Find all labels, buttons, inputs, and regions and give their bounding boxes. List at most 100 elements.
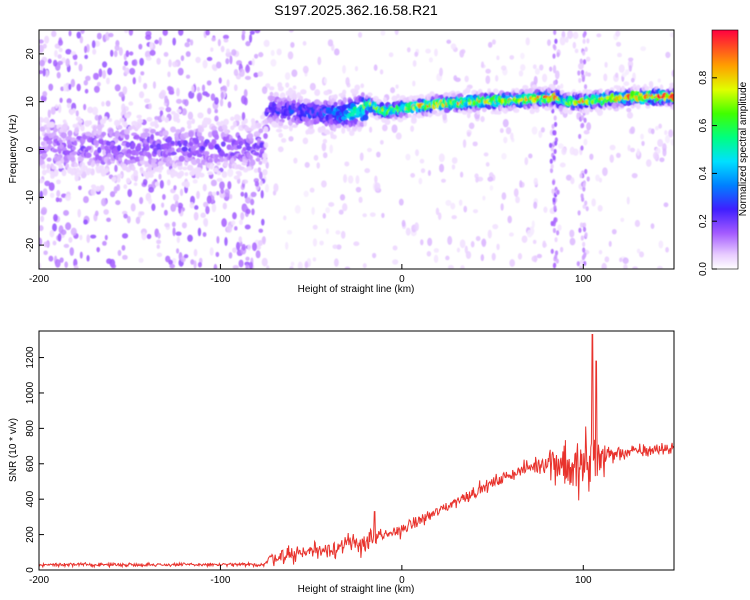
spectrogram-cell — [341, 104, 347, 111]
spectrogram-cell — [108, 32, 114, 38]
spectrogram-cell — [87, 106, 94, 114]
spectrogram-cell — [181, 222, 187, 229]
spectrogram-cell — [552, 53, 556, 59]
spectrogram-cell — [502, 119, 509, 128]
spectrogram-cell — [152, 163, 158, 169]
spectrogram-cell — [51, 165, 57, 170]
spectrogram-cell — [66, 139, 72, 146]
spectrogram-cell — [219, 181, 225, 190]
spectrogram-cell — [65, 222, 72, 231]
spectrogram-cell — [513, 108, 520, 113]
spectrogram-cell — [520, 52, 525, 60]
spectrogram-cell — [214, 154, 219, 159]
spectrogram-cell — [250, 198, 255, 206]
spectrogram-cell — [42, 43, 47, 49]
spectrogram-cell — [127, 188, 133, 198]
spectrogram-cell — [532, 64, 537, 70]
spectrogram-cell — [304, 162, 310, 168]
spectrogram-cell — [581, 255, 585, 261]
spectrogram-cell — [210, 179, 217, 187]
spectrogram-cell — [441, 178, 446, 183]
spectrogram-cell — [54, 258, 61, 268]
spectrogram-cell — [374, 175, 378, 184]
spectrogram-cell — [517, 253, 523, 260]
spectrogram-cell — [216, 121, 221, 126]
spectrogram-cell — [420, 168, 426, 174]
spectrogram-cell — [227, 101, 232, 109]
spectrogram-cell — [48, 182, 55, 191]
spectrogram-cell — [252, 242, 257, 252]
spectrogram-cell — [185, 74, 191, 79]
spectrogram-cell — [549, 66, 553, 72]
spectrogram-cell — [78, 169, 83, 175]
spectrogram-cell — [456, 247, 461, 253]
spectrogram-cell — [193, 211, 199, 221]
spectrogram-cell — [264, 183, 270, 193]
spectrogram-cell — [670, 138, 674, 146]
spectrogram-cell — [294, 204, 301, 214]
spectrogram-cell — [342, 203, 348, 212]
spectrogram-cell — [524, 88, 530, 94]
spectrogram-cell — [211, 203, 217, 213]
spectrogram-cell — [201, 84, 206, 92]
spectrogram-cell — [78, 63, 83, 72]
spectrogram-cell — [45, 168, 50, 174]
spectrogram-cell — [262, 152, 268, 159]
spectrogram-cell — [162, 143, 169, 149]
spectrogram-cell — [253, 168, 259, 173]
spectrogram-cell — [172, 227, 176, 237]
spectrogram-cell — [121, 244, 126, 251]
spectrogram-cell — [151, 203, 156, 211]
spectrogram-cell — [232, 120, 237, 128]
spectrogram-cell — [598, 88, 603, 94]
spectrogram-cell — [221, 171, 228, 178]
spectrogram-cell — [531, 84, 537, 89]
spectrogram-cell — [618, 64, 625, 73]
spectrogram-cell — [569, 229, 575, 238]
spectrogram-cell — [439, 163, 445, 173]
spectrogram-cell — [144, 98, 151, 104]
spectrogram-cell — [459, 171, 464, 178]
spectrogram-cell — [384, 118, 391, 126]
spectrogram-cell — [96, 81, 101, 87]
spectrogram-cell — [122, 254, 128, 260]
spectrogram-cell — [155, 123, 160, 128]
spectrogram-cell — [513, 188, 519, 197]
spectrogram-cell — [207, 107, 212, 115]
spectrogram-cell — [168, 86, 174, 95]
spectrogram-cell — [55, 103, 59, 109]
spectrogram-cell — [463, 205, 468, 213]
spectrogram-cell — [466, 112, 471, 119]
spectrogram-cell — [347, 175, 354, 184]
spectrogram-cell — [439, 67, 443, 77]
spectrogram-cell — [650, 128, 655, 135]
spectrogram-cell — [210, 93, 216, 101]
spectrogram-cell — [475, 176, 479, 183]
spectrogram-cell — [561, 147, 567, 156]
spectrogram-cell — [121, 233, 129, 239]
spectrogram-cell — [125, 50, 130, 58]
spectrogram-cell — [236, 241, 241, 251]
spectrogram-cell — [265, 161, 269, 169]
spectrogram-cell — [253, 53, 259, 59]
spectrogram-cell — [621, 85, 626, 93]
spectrogram-cell — [62, 119, 67, 124]
spectrogram-cell — [46, 163, 51, 170]
spectrogram-cell — [302, 65, 309, 74]
spectrogram-cell — [379, 139, 384, 145]
spectrogram-cell — [598, 249, 603, 255]
spectrogram-cell — [70, 51, 77, 56]
spectrogram-cell — [39, 237, 43, 247]
spectrogram-cell — [214, 108, 218, 114]
spectrogram-cell — [218, 150, 225, 157]
spectrogram-cell — [161, 202, 165, 208]
spectrogram-cell — [536, 253, 543, 259]
spectrogram-cell — [170, 151, 177, 156]
spectrogram-cell — [551, 123, 555, 130]
spectrogram-cell — [244, 192, 248, 199]
spectrogram-cell — [96, 32, 102, 40]
spectrogram-cell — [669, 32, 674, 38]
spectrogram-cell — [154, 39, 159, 45]
spectrogram-cell — [341, 116, 348, 121]
spectrogram-cell — [164, 222, 170, 228]
